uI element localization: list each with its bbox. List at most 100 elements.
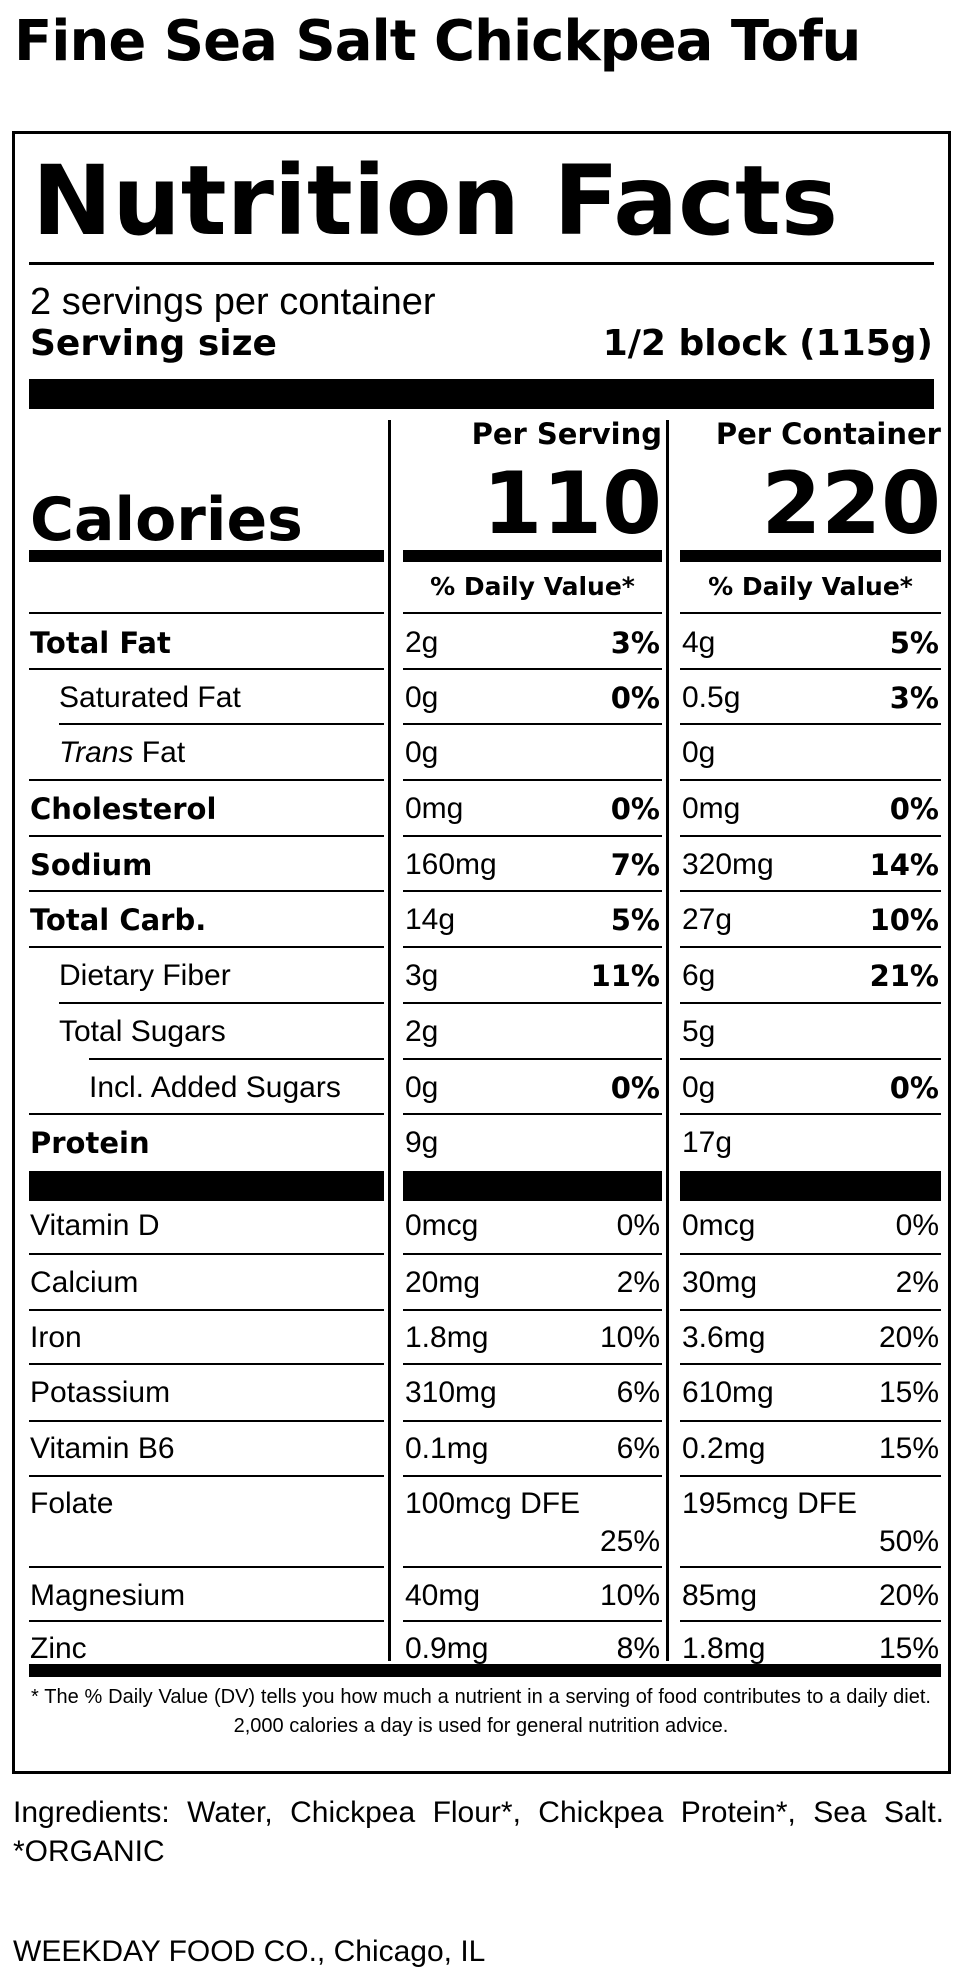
vitamin-name-iron: Iron bbox=[30, 1321, 82, 1354]
calories-per-container: 220 bbox=[761, 454, 941, 554]
container-daily-value: 0% bbox=[889, 792, 939, 826]
container-daily-value: 15% bbox=[878, 1432, 939, 1465]
container-amount: 1.8mg bbox=[682, 1632, 766, 1665]
nutrient-name-total-sugars: Total Sugars bbox=[59, 1015, 226, 1048]
rule bbox=[680, 1253, 941, 1255]
vitamin-name-calcium: Calcium bbox=[30, 1266, 139, 1299]
nutrient-name-trans-fat: Trans Fat bbox=[59, 725, 185, 781]
rule bbox=[680, 835, 941, 837]
protein-bar-right bbox=[680, 1171, 941, 1201]
rule bbox=[403, 835, 662, 837]
rule bbox=[403, 668, 662, 670]
container-amount: 6g bbox=[682, 959, 716, 992]
column-divider-right bbox=[666, 420, 669, 1661]
serving-daily-value: 10% bbox=[599, 1579, 660, 1612]
rule bbox=[403, 890, 662, 892]
rule bbox=[29, 1620, 384, 1622]
calories-bar-left bbox=[29, 550, 384, 562]
column-divider-left bbox=[388, 420, 391, 1661]
vitamin-name-zinc: Zinc bbox=[30, 1632, 87, 1665]
rule bbox=[680, 612, 941, 614]
serving-amount: 0mcg bbox=[405, 1209, 479, 1242]
serving-amount: 0g bbox=[405, 736, 439, 769]
footnote-bar bbox=[29, 1664, 941, 1677]
rule bbox=[403, 1420, 662, 1422]
container-daily-value: 20% bbox=[878, 1579, 939, 1612]
rule bbox=[403, 946, 662, 948]
serving-amount: 0mg bbox=[405, 792, 464, 825]
container-amount: 3.6mg bbox=[682, 1321, 766, 1354]
serving-size-label: Serving size bbox=[30, 323, 277, 364]
serving-amount: 100mcg DFE bbox=[405, 1487, 581, 1520]
rule bbox=[680, 1113, 941, 1115]
serving-amount: 40mg bbox=[405, 1579, 481, 1612]
serving-amount: 0.1mg bbox=[405, 1432, 489, 1465]
rule bbox=[403, 612, 662, 614]
container-amount: 4g bbox=[682, 626, 716, 659]
rule bbox=[680, 1566, 941, 1568]
protein-bar-left bbox=[29, 1171, 384, 1201]
rule bbox=[29, 890, 384, 892]
serving-daily-value: 2% bbox=[616, 1266, 660, 1299]
container-amount: 0mg bbox=[682, 792, 741, 825]
heading-rule bbox=[29, 262, 934, 265]
daily-value-header-container: % Daily Value* bbox=[708, 572, 913, 601]
rule bbox=[403, 1475, 662, 1477]
serving-amount: 9g bbox=[405, 1126, 439, 1159]
nutrient-name-total-carb: Total Carb. bbox=[30, 903, 207, 937]
container-amount: 30mg bbox=[682, 1266, 758, 1299]
serving-amount: 14g bbox=[405, 903, 456, 936]
servings-per-container: 2 servings per container bbox=[30, 281, 436, 323]
rule bbox=[680, 890, 941, 892]
container-amount: 0mcg bbox=[682, 1209, 756, 1242]
rule bbox=[29, 835, 384, 837]
serving-daily-value: 8% bbox=[616, 1632, 660, 1665]
nutrient-name-protein: Protein bbox=[30, 1126, 150, 1160]
container-daily-value: 14% bbox=[869, 848, 939, 882]
serving-amount: 2g bbox=[405, 626, 439, 659]
nutrient-name-total-fat: Total Fat bbox=[30, 626, 171, 660]
per-container-header: Per Container bbox=[715, 417, 941, 451]
rule bbox=[403, 1309, 662, 1311]
rule bbox=[680, 1363, 941, 1365]
serving-size-bar bbox=[29, 379, 934, 409]
container-amount: 5g bbox=[682, 1015, 716, 1048]
rule bbox=[29, 1566, 384, 1568]
container-amount: 320mg bbox=[682, 848, 774, 881]
rule bbox=[680, 1309, 941, 1311]
serving-daily-value: 25% bbox=[599, 1525, 660, 1558]
container-amount: 17g bbox=[682, 1126, 733, 1159]
rule bbox=[59, 723, 384, 725]
container-amount: 195mcg DFE bbox=[682, 1487, 858, 1520]
serving-amount: 1.8mg bbox=[405, 1321, 489, 1354]
serving-amount: 0g bbox=[405, 681, 439, 714]
rule bbox=[403, 1253, 662, 1255]
container-daily-value: 10% bbox=[869, 903, 939, 937]
container-daily-value: 50% bbox=[878, 1525, 939, 1558]
rule bbox=[680, 1475, 941, 1477]
serving-amount: 20mg bbox=[405, 1266, 481, 1299]
serving-amount: 0g bbox=[405, 1071, 439, 1104]
container-daily-value: 15% bbox=[878, 1376, 939, 1409]
serving-daily-value: 0% bbox=[610, 792, 660, 826]
serving-daily-value: 6% bbox=[616, 1376, 660, 1409]
nutrient-name-added-sugars: Incl. Added Sugars bbox=[89, 1071, 341, 1104]
container-amount: 0.2mg bbox=[682, 1432, 766, 1465]
rule bbox=[29, 946, 384, 948]
rule bbox=[680, 1420, 941, 1422]
serving-amount: 310mg bbox=[405, 1376, 497, 1409]
container-amount: 27g bbox=[682, 903, 733, 936]
serving-amount: 0.9mg bbox=[405, 1632, 489, 1665]
daily-value-footnote: * The % Daily Value (DV) tells you how m… bbox=[31, 1686, 931, 1737]
container-daily-value: 0% bbox=[889, 1071, 939, 1105]
serving-daily-value: 5% bbox=[610, 903, 660, 937]
rule bbox=[680, 946, 941, 948]
rule bbox=[29, 1420, 384, 1422]
rule bbox=[680, 668, 941, 670]
product-title: Fine Sea Salt Chickpea Tofu bbox=[14, 9, 861, 74]
vitamin-name-potassium: Potassium bbox=[30, 1376, 171, 1409]
serving-daily-value: 7% bbox=[610, 848, 660, 882]
rule bbox=[29, 779, 384, 781]
nutrient-name-sodium: Sodium bbox=[30, 848, 153, 882]
serving-amount: 2g bbox=[405, 1015, 439, 1048]
